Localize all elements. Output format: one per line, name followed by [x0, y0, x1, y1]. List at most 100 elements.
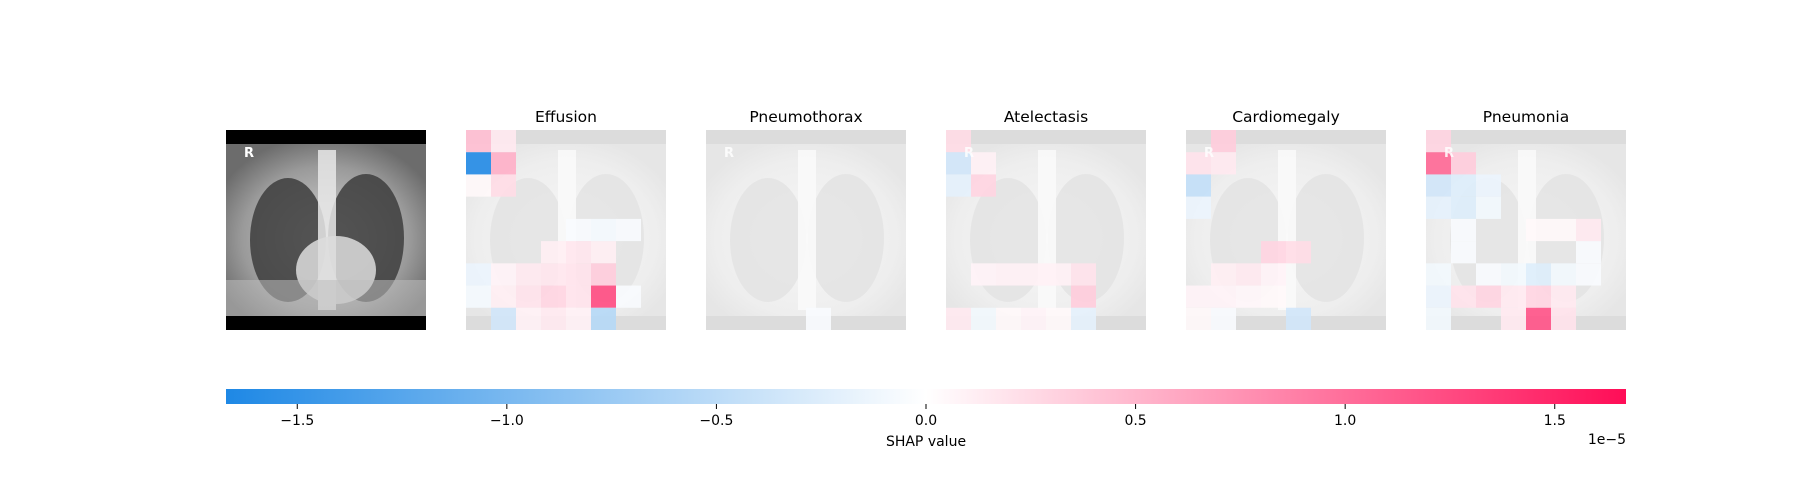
spine-ghost — [798, 150, 816, 310]
shap-cell — [1071, 285, 1096, 308]
shap-cell — [616, 218, 641, 242]
shap-cell — [466, 152, 491, 175]
shap-cell — [996, 307, 1021, 330]
shap-cell — [1211, 152, 1236, 175]
shap-cells — [806, 307, 831, 330]
shap-cell — [541, 307, 566, 330]
shap-cell — [516, 285, 541, 308]
right-lung-ghost — [808, 174, 884, 302]
colorbar-tick-label: −0.5 — [699, 413, 733, 429]
shap-cell — [1476, 174, 1501, 197]
shap-cell — [1286, 241, 1311, 264]
shap-cell — [1046, 307, 1071, 330]
shap-cell — [541, 241, 566, 264]
side-marker: R — [1204, 146, 1214, 161]
side-marker: R — [724, 146, 734, 161]
shap-cell — [1576, 241, 1601, 264]
shap-cell — [1451, 285, 1476, 308]
shap-cell — [1186, 196, 1211, 219]
shap-cells — [1426, 130, 1601, 330]
shap-cell — [1526, 285, 1551, 308]
colorbar: −1.5 −1.0 −0.5 0.0 0.5 1.0 1.5 SHAP value 1e−5 — [226, 389, 1626, 450]
shap-cell — [1286, 307, 1311, 330]
shap-cell — [1261, 285, 1286, 308]
shap-cell — [466, 130, 491, 153]
colorbar-gradient — [226, 389, 1626, 404]
shap-cell — [566, 263, 591, 286]
shap-cell — [971, 152, 996, 175]
shap-cell — [466, 174, 491, 197]
shap-cell — [591, 307, 616, 330]
shap-cell — [516, 263, 541, 286]
shap-cell — [971, 307, 996, 330]
colorbar-axis-label: SHAP value — [886, 434, 966, 450]
shap-cell — [971, 263, 996, 286]
shap-cells — [1186, 130, 1311, 330]
shap-cell — [616, 285, 641, 308]
shap-cell — [1186, 152, 1211, 175]
shap-cell — [1501, 285, 1526, 308]
spine-ghost — [1038, 150, 1056, 310]
shap-cell — [1576, 218, 1601, 242]
left-lung-ghost — [730, 178, 806, 302]
shap-cell — [591, 263, 616, 286]
shap-cell — [1501, 307, 1526, 330]
panel-atelectasis: Atelectasis R — [946, 108, 1146, 330]
shap-cell — [1476, 196, 1501, 219]
shap-cell — [1186, 307, 1211, 330]
right-lung-ghost — [1288, 174, 1364, 302]
shap-cell — [1501, 263, 1526, 286]
shap-cell — [971, 174, 996, 197]
panel-title: Pneumonia — [1483, 108, 1569, 126]
shap-cell — [1261, 241, 1286, 264]
shap-cell — [1426, 152, 1451, 175]
colorbar-tick-label: −1.0 — [490, 413, 524, 429]
colorbar-tick-label: 0.5 — [1124, 413, 1146, 429]
shap-cell — [491, 174, 516, 197]
panel-pneumothorax: Pneumothorax R — [706, 108, 906, 330]
shap-cell — [516, 307, 541, 330]
shap-cell — [1526, 307, 1551, 330]
shap-cell — [1551, 307, 1576, 330]
panel-title: Atelectasis — [1004, 108, 1088, 126]
shap-cell — [491, 130, 516, 153]
side-marker: R — [1444, 146, 1454, 161]
shap-cell — [1551, 285, 1576, 308]
shap-cell — [1186, 285, 1211, 308]
shap-cell — [1451, 241, 1476, 264]
colorbar-tick-label: 0.0 — [915, 413, 937, 429]
shap-cell — [1071, 307, 1096, 330]
shap-cell — [466, 285, 491, 308]
shap-cell — [1261, 263, 1286, 286]
shap-cells — [946, 130, 1096, 330]
shap-cell — [1071, 263, 1096, 286]
side-marker: R — [964, 146, 974, 161]
shap-cell — [1426, 130, 1451, 153]
shap-cell — [1211, 285, 1236, 308]
shap-cell — [1426, 196, 1451, 219]
colorbar-multiplier: 1e−5 — [1588, 432, 1626, 448]
colorbar-tick-label: −1.5 — [280, 413, 314, 429]
shap-cell — [1451, 174, 1476, 197]
shap-cell — [566, 285, 591, 308]
shap-cell — [466, 263, 491, 286]
shap-cell — [1211, 263, 1236, 286]
shap-cell — [1526, 263, 1551, 286]
shap-cell — [1476, 285, 1501, 308]
shap-cell — [491, 263, 516, 286]
shap-cell — [1211, 307, 1236, 330]
diaphragm — [226, 280, 426, 316]
shap-cell — [1186, 174, 1211, 197]
shap-cell — [996, 263, 1021, 286]
shap-cell — [1021, 263, 1046, 286]
shap-cell — [566, 218, 591, 242]
shap-cell — [491, 285, 516, 308]
shap-cell — [1451, 152, 1476, 175]
colorbar-tick-label: 1.5 — [1544, 413, 1566, 429]
shap-cell — [1451, 196, 1476, 219]
shap-cell — [541, 263, 566, 286]
shap-cell — [1476, 263, 1501, 286]
panel-title: Pneumothorax — [749, 108, 862, 126]
panel-cardiomegaly: Cardiomegaly R — [1186, 108, 1386, 330]
